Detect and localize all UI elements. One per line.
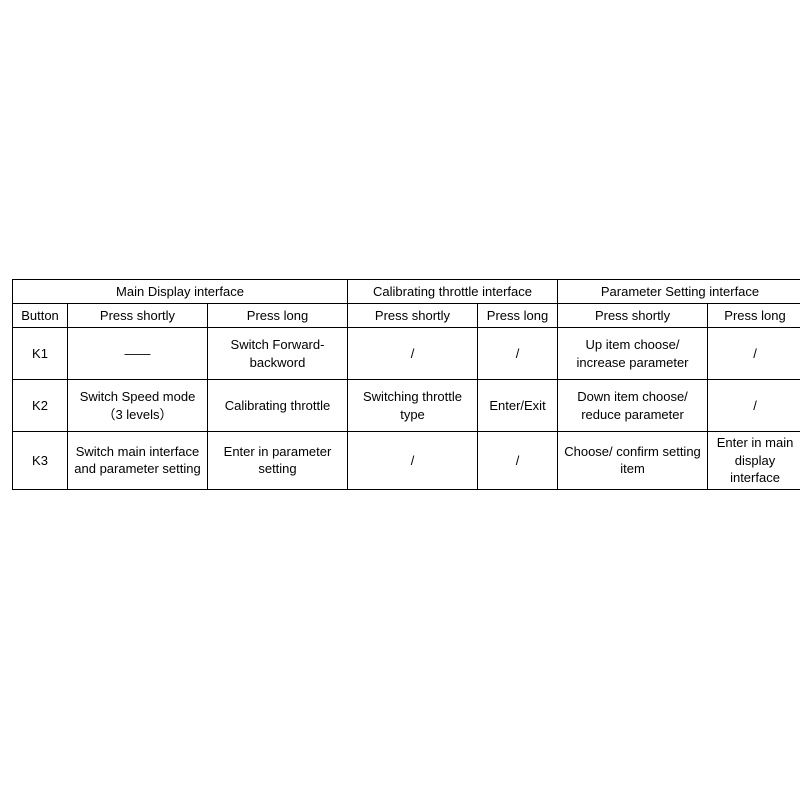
header-parameter: Parameter Setting interface — [558, 280, 800, 304]
table: Main Display interface Calibrating throt… — [12, 279, 800, 490]
table-header-groups-row: Main Display interface Calibrating throt… — [13, 280, 800, 304]
cell-main-long: Switch Forward-backword — [208, 328, 348, 380]
table-subheader-row: Button Press shortly Press long Press sh… — [13, 304, 800, 328]
button-function-table: Main Display interface Calibrating throt… — [12, 279, 788, 490]
cell-button: K3 — [13, 432, 68, 490]
cell-main-short: Switch main interface and parameter sett… — [68, 432, 208, 490]
cell-param-short: Up item choose/ increase parameter — [558, 328, 708, 380]
cell-cal-long: / — [478, 432, 558, 490]
subheader-param-short: Press shortly — [558, 304, 708, 328]
cell-cal-long: Enter/Exit — [478, 380, 558, 432]
subheader-cal-short: Press shortly — [348, 304, 478, 328]
cell-param-long: / — [708, 328, 800, 380]
subheader-main-short: Press shortly — [68, 304, 208, 328]
cell-param-long: / — [708, 380, 800, 432]
cell-button: K2 — [13, 380, 68, 432]
cell-main-short: —— — [68, 328, 208, 380]
cell-cal-short: / — [348, 328, 478, 380]
cell-cal-short: Switching throttle type — [348, 380, 478, 432]
table-body: K1 —— Switch Forward-backword / / Up ite… — [13, 328, 800, 490]
subheader-param-long: Press long — [708, 304, 800, 328]
subheader-cal-long: Press long — [478, 304, 558, 328]
table-row: K1 —— Switch Forward-backword / / Up ite… — [13, 328, 800, 380]
cell-main-long: Enter in parameter setting — [208, 432, 348, 490]
cell-button: K1 — [13, 328, 68, 380]
header-calibrating: Calibrating throttle interface — [348, 280, 558, 304]
cell-main-long: Calibrating throttle — [208, 380, 348, 432]
cell-param-short: Down item choose/ reduce parameter — [558, 380, 708, 432]
cell-cal-short: / — [348, 432, 478, 490]
table-row: K2 Switch Speed mode（3 levels） Calibrati… — [13, 380, 800, 432]
subheader-button: Button — [13, 304, 68, 328]
cell-param-short: Choose/ confirm setting item — [558, 432, 708, 490]
header-main-display: Main Display interface — [13, 280, 348, 304]
table-row: K3 Switch main interface and parameter s… — [13, 432, 800, 490]
cell-main-short: Switch Speed mode（3 levels） — [68, 380, 208, 432]
cell-cal-long: / — [478, 328, 558, 380]
subheader-main-long: Press long — [208, 304, 348, 328]
cell-param-long: Enter in main display interface — [708, 432, 800, 490]
